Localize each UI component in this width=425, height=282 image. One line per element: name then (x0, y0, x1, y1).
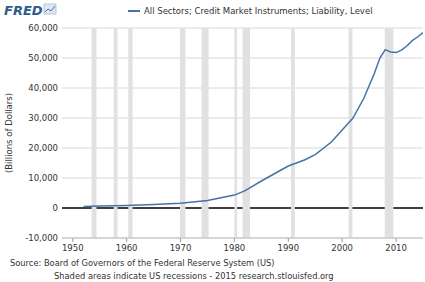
recession-band (291, 28, 295, 238)
series-line (84, 33, 423, 207)
x-tick-label: 1990 (277, 243, 299, 253)
x-tick-label: 2000 (331, 243, 353, 253)
x-tick-label: 1970 (170, 243, 192, 253)
logo-icon (44, 4, 56, 14)
x-tick (396, 238, 397, 242)
recession-band (114, 28, 118, 238)
y-tick-label: 20,000 (28, 143, 58, 153)
recession-band (349, 28, 353, 238)
recession-band (128, 28, 132, 238)
x-tick-label: 1980 (224, 243, 246, 253)
y-tick-label: 30,000 (28, 113, 58, 123)
y-tick-label: 10,000 (28, 173, 58, 183)
plot-area (84, 28, 423, 238)
y-tick-label: -10,000 (25, 233, 58, 243)
chart: FRED All Sectors; Credit Market Instrumen… (0, 0, 425, 282)
x-tick-label: 1960 (116, 243, 138, 253)
source: Source: Board of Governors of the Federa… (10, 258, 275, 268)
recession-band (385, 28, 394, 238)
recession-band (234, 28, 237, 238)
x-tick (288, 238, 289, 242)
y-axis-label: (Billions of Dollars) (4, 93, 14, 173)
grid-line (62, 238, 423, 239)
x-tick (126, 238, 127, 242)
x-tick (72, 238, 73, 242)
y-tick-label: 50,000 (28, 53, 58, 63)
legend-swatch (128, 10, 140, 12)
x-tick (180, 238, 181, 242)
x-tick-label: 1950 (62, 243, 84, 253)
y-tick-label: 60,000 (28, 23, 58, 33)
logo: FRED (4, 3, 43, 18)
recession-band (180, 28, 185, 238)
recession-band (202, 28, 209, 238)
y-tick-label: 40,000 (28, 83, 58, 93)
logo-icon-line (45, 6, 55, 12)
x-tick (234, 238, 235, 242)
note: Shaded areas indicate US recessions - 20… (54, 271, 334, 281)
legend-label: All Sectors; Credit Market Instruments; … (144, 6, 373, 16)
x-axis (62, 238, 423, 239)
x-tick-label: 2010 (385, 243, 407, 253)
recession-band (243, 28, 251, 238)
y-tick-label: 0 (53, 203, 58, 213)
x-tick (342, 238, 343, 242)
